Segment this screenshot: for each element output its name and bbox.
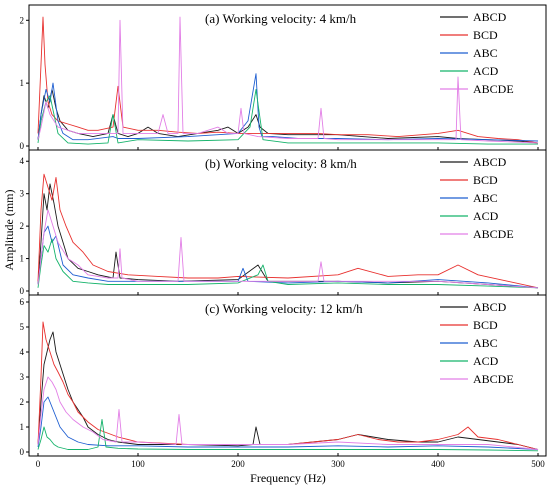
y-axis-title: Amplitude (mm) bbox=[2, 190, 16, 271]
legend: ABCD BCD ABC ACD ABCDE bbox=[440, 155, 514, 241]
series-line-abcde bbox=[37, 209, 539, 289]
series-line-acd bbox=[37, 88, 538, 145]
y-tick-label: 4 bbox=[20, 347, 25, 357]
legend-label-abc: ABC bbox=[473, 336, 498, 350]
y-tick-label: 2 bbox=[20, 15, 25, 25]
legend-label-acd: ACD bbox=[473, 354, 499, 368]
series-line-bcd bbox=[37, 173, 539, 289]
x-tick-label: 500 bbox=[531, 459, 545, 469]
legend: ABCD BCD ABC ACD ABCDE bbox=[440, 300, 514, 386]
y-tick-label: 3 bbox=[20, 372, 25, 382]
legend-label-abcde: ABCDE bbox=[473, 82, 514, 96]
legend-label-bcd: BCD bbox=[473, 28, 498, 42]
y-tick-label: 5 bbox=[20, 322, 25, 332]
legend-label-acd: ACD bbox=[473, 209, 499, 223]
legend-label-abcde: ABCDE bbox=[473, 372, 514, 386]
panel-frame bbox=[28, 294, 547, 457]
chart-panels: 012 (a) Working velocity: 4 km/h ABCDBCDAB… bbox=[20, 4, 547, 457]
y-tick-label: 1 bbox=[20, 422, 25, 432]
series-line-abc bbox=[37, 225, 539, 289]
series-line-abcde bbox=[37, 16, 539, 144]
panel-title: (a) Working velocity: 4 km/h bbox=[205, 11, 357, 26]
series-line-abc bbox=[37, 73, 539, 142]
series-line-bcd bbox=[37, 16, 539, 144]
x-tick-label: 0 bbox=[36, 459, 41, 469]
y-tick-label: 3 bbox=[20, 189, 25, 199]
y-tick-label: 2 bbox=[20, 397, 25, 407]
legend: ABCD BCD ABC ACD ABCDE bbox=[440, 10, 514, 96]
y-tick-label: 0 bbox=[20, 141, 25, 151]
y-tick-label: 1 bbox=[20, 78, 25, 88]
series-line-abcd bbox=[37, 331, 539, 450]
panel-frame bbox=[28, 149, 547, 296]
y-tick-label: 4 bbox=[20, 156, 25, 166]
y-tick-label: 2 bbox=[20, 221, 25, 231]
series-line-acd bbox=[37, 238, 539, 289]
legend-label-abcde: ABCDE bbox=[473, 227, 514, 241]
legend-label-abc: ABC bbox=[473, 191, 498, 205]
x-axis-title: Frequency (Hz) bbox=[250, 471, 326, 485]
y-tick-label: 0 bbox=[20, 447, 25, 457]
x-tick-label: 300 bbox=[331, 459, 345, 469]
panel-3: 0 1 2 3 4 5 6 (c) Working velocity: 12 km/h ABCD… bbox=[20, 294, 547, 457]
series-line-abcd bbox=[37, 88, 539, 144]
y-tick-label: 1 bbox=[20, 254, 25, 264]
x-tick-label: 200 bbox=[231, 459, 245, 469]
y-tick-label: 0 bbox=[20, 286, 25, 296]
series-line-abcde bbox=[37, 376, 539, 450]
legend-label-abc: ABC bbox=[473, 46, 498, 60]
x-tick-label: 400 bbox=[431, 459, 445, 469]
legend-label-abcd: ABCD bbox=[473, 300, 507, 314]
y-tick-label: 6 bbox=[20, 297, 25, 307]
panel-title: (c) Working velocity: 12 km/h bbox=[205, 301, 363, 316]
series-line-bcd bbox=[37, 321, 539, 450]
legend-label-bcd: BCD bbox=[473, 173, 498, 187]
series-line-acd bbox=[37, 419, 539, 452]
legend-label-abcd: ABCD bbox=[473, 155, 507, 169]
panel-2: 0 1 2 3 4 (b) Working velocity: 8 km/h ABCD BCD… bbox=[20, 149, 547, 296]
x-tick-label: 100 bbox=[131, 459, 145, 469]
legend-label-acd: ACD bbox=[473, 64, 499, 78]
legend-label-bcd: BCD bbox=[473, 318, 498, 332]
panel-1: 012 (a) Working velocity: 4 km/h ABCDBCDAB… bbox=[20, 4, 547, 151]
legend-label-abcd: ABCD bbox=[473, 10, 507, 24]
x-axis: 0 100 200 300 400 500 bbox=[36, 459, 546, 469]
panel-title: (b) Working velocity: 8 km/h bbox=[205, 156, 357, 171]
